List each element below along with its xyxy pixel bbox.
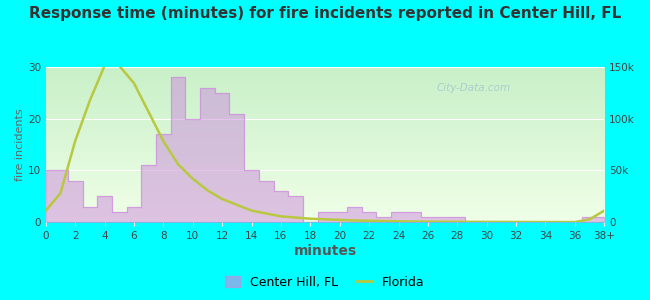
X-axis label: minutes: minutes: [293, 244, 357, 258]
Y-axis label: fire incidents: fire incidents: [15, 108, 25, 181]
Legend: Center Hill, FL, Florida: Center Hill, FL, Florida: [220, 271, 430, 294]
Text: City-Data.com: City-Data.com: [437, 82, 511, 92]
Text: Response time (minutes) for fire incidents reported in Center Hill, FL: Response time (minutes) for fire inciden…: [29, 6, 621, 21]
